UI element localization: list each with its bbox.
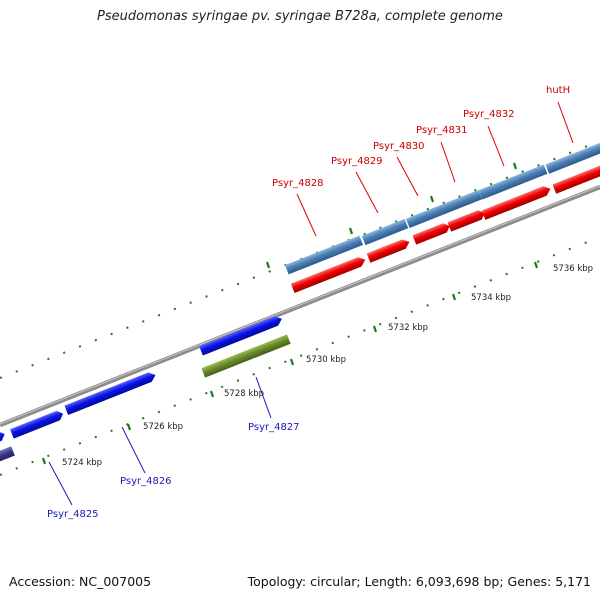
gene-psyr4827-cds[interactable] [199, 314, 284, 356]
scale-label: 5730 kbp [306, 355, 346, 365]
gene-label-psyr4829[interactable]: Psyr_4829 [331, 156, 383, 167]
major-tick [512, 162, 518, 170]
tick-rows [0, 140, 600, 476]
genome-summary-text: Topology: circular; Length: 6,093,698 bp… [247, 574, 591, 589]
leader-line [255, 376, 272, 419]
major-tick [41, 457, 47, 465]
leader-line [396, 156, 419, 197]
gene-labels: Psyr_4828 Psyr_4829 Psyr_4830 Psyr_4831 … [47, 85, 570, 520]
genome-backbone [0, 184, 600, 428]
major-tick [348, 227, 354, 235]
gene-label-psyr4832[interactable]: Psyr_4832 [463, 109, 515, 120]
major-tick [533, 261, 539, 269]
scale-labels: 5724 kbp 5726 kbp 5728 kbp 5730 kbp 5732… [62, 264, 593, 468]
gene-psyr4828-gene[interactable] [284, 235, 364, 275]
gene-psyr4826-cds-b[interactable] [64, 370, 157, 415]
leader-line [440, 141, 456, 183]
gene-psyr4832-cds[interactable] [481, 184, 553, 220]
major-tick [209, 390, 215, 398]
scale-label: 5736 kbp [553, 264, 593, 274]
map-title: Pseudomonas syringae pv. syringae B728a,… [97, 9, 503, 24]
gene-label-psyr4831[interactable]: Psyr_4831 [416, 125, 468, 136]
gene-features [0, 137, 600, 469]
leader-line [557, 101, 574, 144]
scale-label: 5726 kbp [143, 422, 183, 432]
scale-label: 5724 kbp [62, 458, 102, 468]
gene-label-huth[interactable]: hutH [546, 85, 570, 96]
gene-psyr4825-cds[interactable] [0, 430, 6, 449]
gene-huth-gene[interactable] [545, 137, 600, 174]
gene-psyr4825-gene[interactable] [0, 446, 15, 469]
major-tick [265, 261, 271, 269]
scale-label: 5734 kbp [471, 293, 511, 303]
leader-line [355, 171, 379, 214]
major-ticks [41, 162, 539, 465]
accession-text: Accession: NC_007005 [9, 574, 152, 589]
major-tick [372, 325, 378, 333]
gene-psyr4831-cds[interactable] [447, 208, 486, 232]
gene-psyr4826-cds-a[interactable] [10, 409, 65, 439]
gene-label-psyr4830[interactable]: Psyr_4830 [373, 141, 425, 152]
gene-psyr4830-4831-gene[interactable] [405, 189, 483, 229]
gene-psyr4832-gene[interactable] [478, 164, 548, 200]
lower-tick-row [0, 236, 600, 476]
gene-psyr4827-gene[interactable] [201, 334, 291, 378]
leader-line [48, 461, 73, 506]
major-tick [289, 358, 295, 366]
major-tick [126, 423, 132, 431]
scale-label: 5732 kbp [388, 323, 428, 333]
gene-label-psyr4828[interactable]: Psyr_4828 [272, 178, 324, 189]
gene-psyr4830-cds[interactable] [412, 221, 451, 245]
major-tick [429, 195, 435, 203]
genome-backbone-highlight [0, 185, 600, 425]
gene-label-psyr4827[interactable]: Psyr_4827 [248, 422, 300, 433]
gene-psyr4829-cds[interactable] [366, 237, 412, 263]
gene-label-psyr4826[interactable]: Psyr_4826 [120, 476, 172, 487]
gene-huth-cds[interactable] [552, 157, 600, 194]
leader-line [487, 125, 505, 167]
leader-lines [48, 101, 574, 506]
leader-line [121, 426, 146, 474]
leader-line [296, 193, 317, 237]
scale-label: 5728 kbp [224, 389, 264, 399]
gene-psyr4828-cds[interactable] [290, 255, 367, 294]
gene-label-psyr4825[interactable]: Psyr_4825 [47, 509, 99, 520]
major-tick [451, 293, 457, 301]
gene-psyr4829-gene[interactable] [361, 218, 409, 246]
